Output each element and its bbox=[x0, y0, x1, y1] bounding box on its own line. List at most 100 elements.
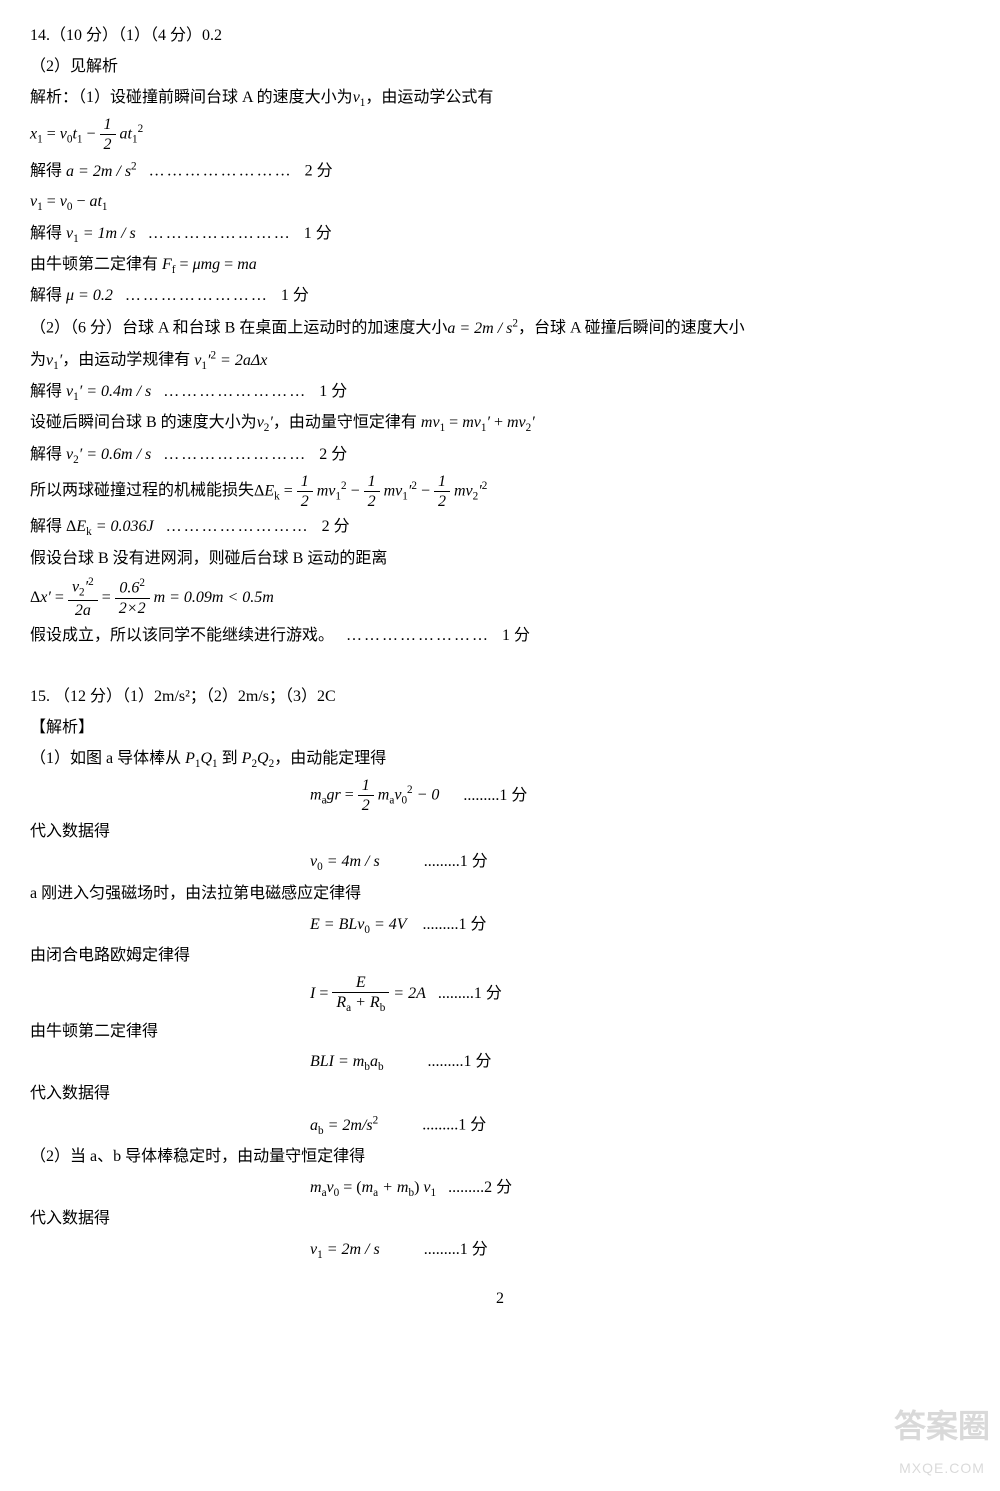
Rb-sub: b bbox=[380, 1002, 386, 1014]
mv1psq-exp: 2 bbox=[411, 480, 417, 492]
q15-analysis: 【解析】 bbox=[30, 714, 970, 743]
Q2: Q bbox=[257, 750, 269, 767]
newton2: 由牛顿第二定律有 Ff = μmg = ma bbox=[30, 251, 970, 280]
m: m bbox=[310, 787, 322, 804]
dots: ......... bbox=[448, 1179, 484, 1196]
q15-eq1: magr = 12 mav02 − 0 .........1 分 bbox=[30, 776, 970, 815]
half-den: 2 bbox=[434, 492, 450, 511]
ma: ma bbox=[237, 256, 257, 273]
points: 1 分 bbox=[474, 980, 502, 1009]
points: 1 分 bbox=[304, 225, 332, 242]
P2: P bbox=[242, 750, 252, 767]
v0-val: = 4m / s bbox=[323, 853, 380, 870]
solve-label: 解得 bbox=[30, 446, 66, 463]
den: 2 bbox=[100, 135, 116, 154]
part2-tail: ，台球 A 碰撞后瞬间的速度大小 bbox=[518, 320, 745, 337]
mom-lhs-sub: 1 bbox=[440, 423, 446, 435]
pma: m bbox=[362, 1179, 374, 1196]
newton2b: 由牛顿第二定律得 bbox=[30, 1018, 970, 1047]
q15-header: 15. （12 分）（1）2m/s²；（2）2m/s；（3）2C bbox=[30, 683, 970, 712]
mom-r2: mv bbox=[507, 414, 526, 431]
v0a-sub: 0 bbox=[67, 202, 73, 214]
a-sq: 2 bbox=[131, 160, 137, 172]
solve-mu: 解得 μ = 0.2 …………………… 1 分 bbox=[30, 282, 970, 311]
page-number: 2 bbox=[30, 1285, 970, 1314]
solve-label: 解得 bbox=[30, 518, 66, 535]
num2-exp: 2 bbox=[139, 577, 145, 589]
solve-v1p: 解得 v1′ = 0.4m / s …………………… 1 分 bbox=[30, 378, 970, 407]
num2: 0.6 bbox=[119, 580, 139, 597]
substitute3: 代入数据得 bbox=[30, 1205, 970, 1234]
v2p: v bbox=[257, 414, 264, 431]
v0: v bbox=[327, 1179, 334, 1196]
q14-part2-label: （2）见解析 bbox=[30, 53, 970, 82]
analysis-text: 解析：（1）设碰撞前瞬间台球 A 的速度大小为 bbox=[30, 89, 353, 106]
v2-label: 设碰后瞬间台球 B 的速度大小为 bbox=[30, 414, 257, 431]
dots: …………………… bbox=[346, 627, 490, 644]
dots: …………………… bbox=[163, 383, 307, 400]
faraday-intro: a 刚进入匀强磁场时，由法拉第电磁感应定律得 bbox=[30, 880, 970, 909]
a: a bbox=[120, 125, 128, 142]
gr: gr bbox=[327, 787, 341, 804]
eq-v1: v1 = v0 − at1 bbox=[30, 188, 970, 217]
I-result: I = E Ra + Rb = 2A .........1 分 bbox=[30, 973, 970, 1016]
mv1sq: mv bbox=[317, 482, 336, 499]
q15-p2-intro: （2）当 a、b 导体棒稳定时，由动量守恒定律得 bbox=[30, 1143, 970, 1172]
E-result: E = BLv0 = 4V .........1 分 bbox=[30, 911, 970, 940]
half-den: 2 bbox=[364, 492, 380, 511]
analysis-tail: ，由运动学公式有 bbox=[365, 89, 493, 106]
v1p-val-rhs: = 0.4m / s bbox=[82, 383, 151, 400]
BLI-a: a bbox=[370, 1053, 378, 1070]
mu-val: μ = 0.2 bbox=[66, 287, 113, 304]
v0-result: v0 = 4m / s .........1 分 bbox=[30, 848, 970, 877]
pmb: m bbox=[397, 1179, 409, 1196]
solve-label: 解得 bbox=[30, 383, 66, 400]
substitute2: 代入数据得 bbox=[30, 1080, 970, 1109]
half-num: 1 bbox=[364, 472, 380, 492]
Q1: Q bbox=[200, 750, 212, 767]
BLI-result: BLI = mbab .........1 分 bbox=[30, 1048, 970, 1077]
sq: 2 bbox=[138, 123, 144, 135]
mom2-result: mav0 = (ma + mb) v1 .........2 分 bbox=[30, 1174, 970, 1203]
half-num: 1 bbox=[358, 776, 374, 796]
Rb: R bbox=[370, 994, 380, 1011]
dots: ......... bbox=[423, 916, 459, 933]
points: 2 分 bbox=[305, 163, 333, 180]
dots: …………………… bbox=[149, 163, 293, 180]
points: 1 分 bbox=[458, 1117, 486, 1134]
ab-val: = 2m/s bbox=[324, 1117, 373, 1134]
v1-val: = 1m / s bbox=[79, 225, 136, 242]
dx-result: m = 0.09m < 0.5m bbox=[154, 588, 274, 605]
a-val2: a = 2m / s bbox=[447, 320, 512, 337]
Ra: R bbox=[336, 994, 346, 1011]
kinE-line: 所以两球碰撞过程的机械能损失 ΔEk = 12 mv12 − 12 mv1′2 … bbox=[30, 472, 970, 511]
dots: ......... bbox=[428, 1053, 464, 1070]
Ff: F bbox=[162, 256, 172, 273]
BLI: BLI = m bbox=[310, 1053, 364, 1070]
dots: ......... bbox=[438, 980, 474, 1009]
t1b-sub: 1 bbox=[132, 133, 138, 145]
conclusion-text: 假设成立，所以该同学不能继续进行游戏。 bbox=[30, 627, 334, 644]
v1f-result: v1 = 2m / s .........1 分 bbox=[30, 1236, 970, 1265]
num-v: v bbox=[72, 578, 79, 595]
at: at bbox=[89, 193, 101, 210]
at-sub: 1 bbox=[102, 202, 108, 214]
points: 1 分 bbox=[464, 1053, 492, 1070]
v2-line: 设碰后瞬间台球 B 的速度大小为v2′，由动量守恒定律有 mv1 = mv1′ … bbox=[30, 409, 970, 438]
dots: …………………… bbox=[163, 446, 307, 463]
points: 2 分 bbox=[319, 446, 347, 463]
E-eq: E = BLv bbox=[310, 916, 364, 933]
plus: + bbox=[351, 994, 370, 1011]
den-2a: 2a bbox=[68, 601, 98, 620]
solve-v1: 解得 v1 = 1m / s …………………… 1 分 bbox=[30, 220, 970, 249]
line2a: 为 bbox=[30, 352, 46, 369]
dEk-sub: k bbox=[274, 491, 280, 503]
line2b: ，由运动学规律有 bbox=[62, 352, 194, 369]
v1a-sub: 1 bbox=[37, 202, 43, 214]
v0-sub: 0 bbox=[401, 795, 407, 807]
dots: ......... bbox=[424, 853, 460, 870]
v0-sub: 0 bbox=[334, 1187, 340, 1199]
P1: P bbox=[185, 750, 195, 767]
mom-r1: mv bbox=[462, 414, 481, 431]
I-val: = 2A bbox=[393, 985, 426, 1002]
